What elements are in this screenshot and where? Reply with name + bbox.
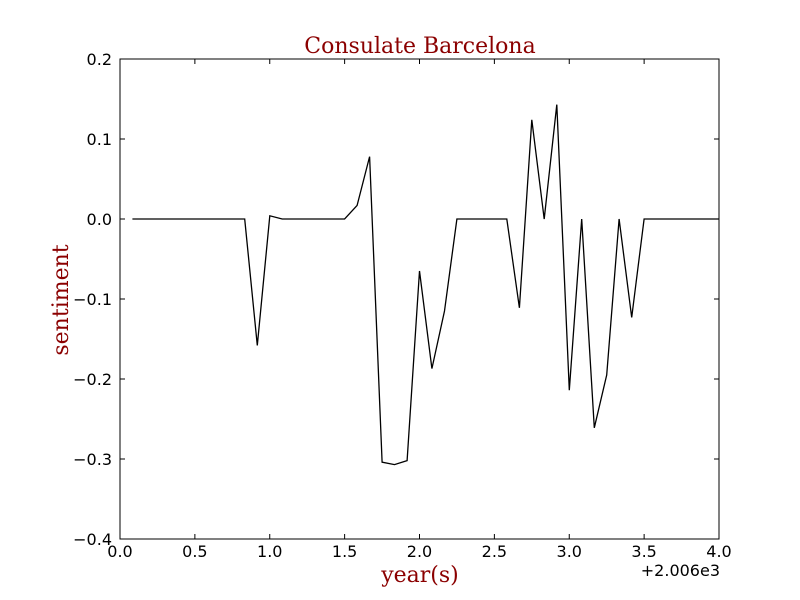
- y-tick-label: −0.2: [73, 370, 112, 389]
- y-tick-label: −0.3: [73, 450, 112, 469]
- y-tick-label: −0.4: [73, 530, 112, 549]
- x-tick-label: 4.0: [706, 542, 731, 561]
- chart-title: Consulate Barcelona: [304, 34, 535, 59]
- y-tick-label-group: −0.4 −0.3 −0.2 −0.1 0.0 0.1 0.2: [73, 50, 112, 549]
- x-axis-offset-label: +2.006e3: [641, 561, 720, 580]
- x-axis-label: year(s): [380, 563, 459, 588]
- series-group: [132, 104, 719, 466]
- x-tick-label: 2.5: [482, 542, 507, 561]
- series-line-sentiment: [132, 104, 719, 466]
- x-tick-label: 1.5: [332, 542, 357, 561]
- x-tick-label-group: 0.0 0.5 1.0 1.5 2.0 2.5 3.0 3.5 4.0: [107, 542, 731, 561]
- y-tick-label: −0.1: [73, 290, 112, 309]
- x-tick-label: 0.5: [182, 542, 207, 561]
- x-tick-label: 1.0: [257, 542, 282, 561]
- tick-group: [119, 58, 720, 540]
- x-tick-label: 3.5: [631, 542, 656, 561]
- y-axis-label: sentiment: [49, 244, 74, 355]
- y-tick-label: 0.0: [87, 210, 112, 229]
- y-tick-label: 0.1: [87, 130, 112, 149]
- x-tick-label: 3.0: [557, 542, 582, 561]
- y-tick-label: 0.2: [87, 50, 112, 69]
- x-tick-label: 0.0: [107, 542, 132, 561]
- x-tick-label: 2.0: [407, 542, 432, 561]
